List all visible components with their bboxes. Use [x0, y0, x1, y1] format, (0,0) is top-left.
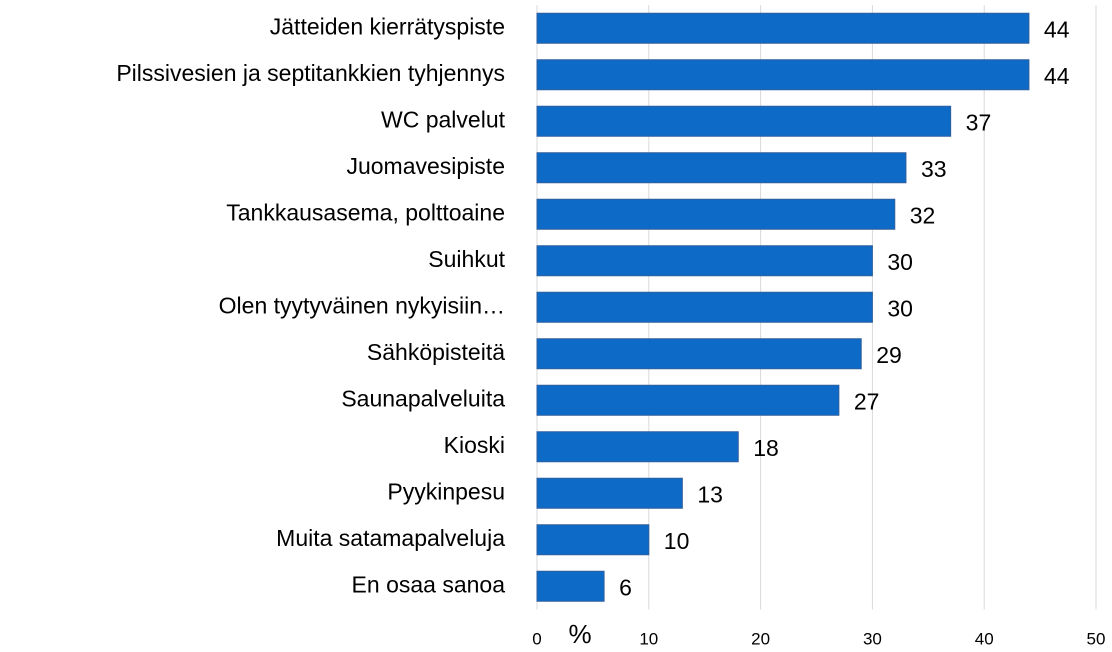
value-label: 32	[910, 202, 936, 228]
y-tick-label: En osaa sanoa	[352, 571, 506, 597]
y-tick-label: Saunapalveluita	[341, 385, 505, 411]
bar	[536, 198, 896, 230]
x-tick-label: 10	[639, 629, 658, 648]
value-label: 27	[854, 388, 880, 414]
y-tick-label: Muita satamapalveluja	[276, 525, 505, 551]
y-tick-label: Tankkausasema, polttoaine	[226, 199, 505, 225]
value-label: 44	[1044, 63, 1070, 89]
y-tick-label: Olen tyytyväinen nykyisiin…	[219, 292, 505, 318]
y-tick-label: Pilssivesien ja septitankkien tyhjennys	[116, 60, 505, 86]
value-label: 29	[876, 342, 902, 368]
y-tick-label: WC palvelut	[381, 106, 506, 132]
y-tick-label: Suihkut	[428, 246, 505, 272]
value-label: 30	[887, 295, 913, 321]
x-tick-label: 20	[751, 629, 770, 648]
x-tick-label: 40	[975, 629, 994, 648]
y-tick-label: Pyykinpesu	[387, 478, 505, 504]
x-axis-label: %	[568, 619, 591, 649]
bar	[536, 477, 683, 509]
x-tick-label: 0	[532, 629, 541, 648]
value-label: 33	[921, 156, 947, 182]
value-label: 13	[697, 481, 723, 507]
bar	[536, 570, 605, 602]
value-label: 18	[753, 435, 779, 461]
y-tick-label: Sähköpisteitä	[367, 339, 505, 365]
y-tick-label: Juomavesipiste	[346, 153, 505, 179]
bar	[536, 105, 952, 137]
bar	[536, 59, 1030, 91]
bar	[536, 524, 650, 556]
x-tick-label: 30	[863, 629, 882, 648]
y-tick-label: Kioski	[444, 432, 505, 458]
value-label: 10	[664, 528, 690, 554]
value-label: 44	[1044, 16, 1070, 42]
bar	[536, 291, 873, 323]
value-label: 37	[966, 109, 992, 135]
value-label: 30	[887, 249, 913, 275]
bar	[536, 12, 1030, 44]
x-tick-label: 50	[1087, 629, 1106, 648]
bar	[536, 338, 862, 370]
bar	[536, 384, 840, 416]
y-tick-label: Jätteiden kierrätyspiste	[270, 13, 505, 39]
value-label: 6	[619, 574, 632, 600]
bar	[536, 431, 739, 463]
bar	[536, 152, 907, 184]
bar	[536, 245, 873, 277]
